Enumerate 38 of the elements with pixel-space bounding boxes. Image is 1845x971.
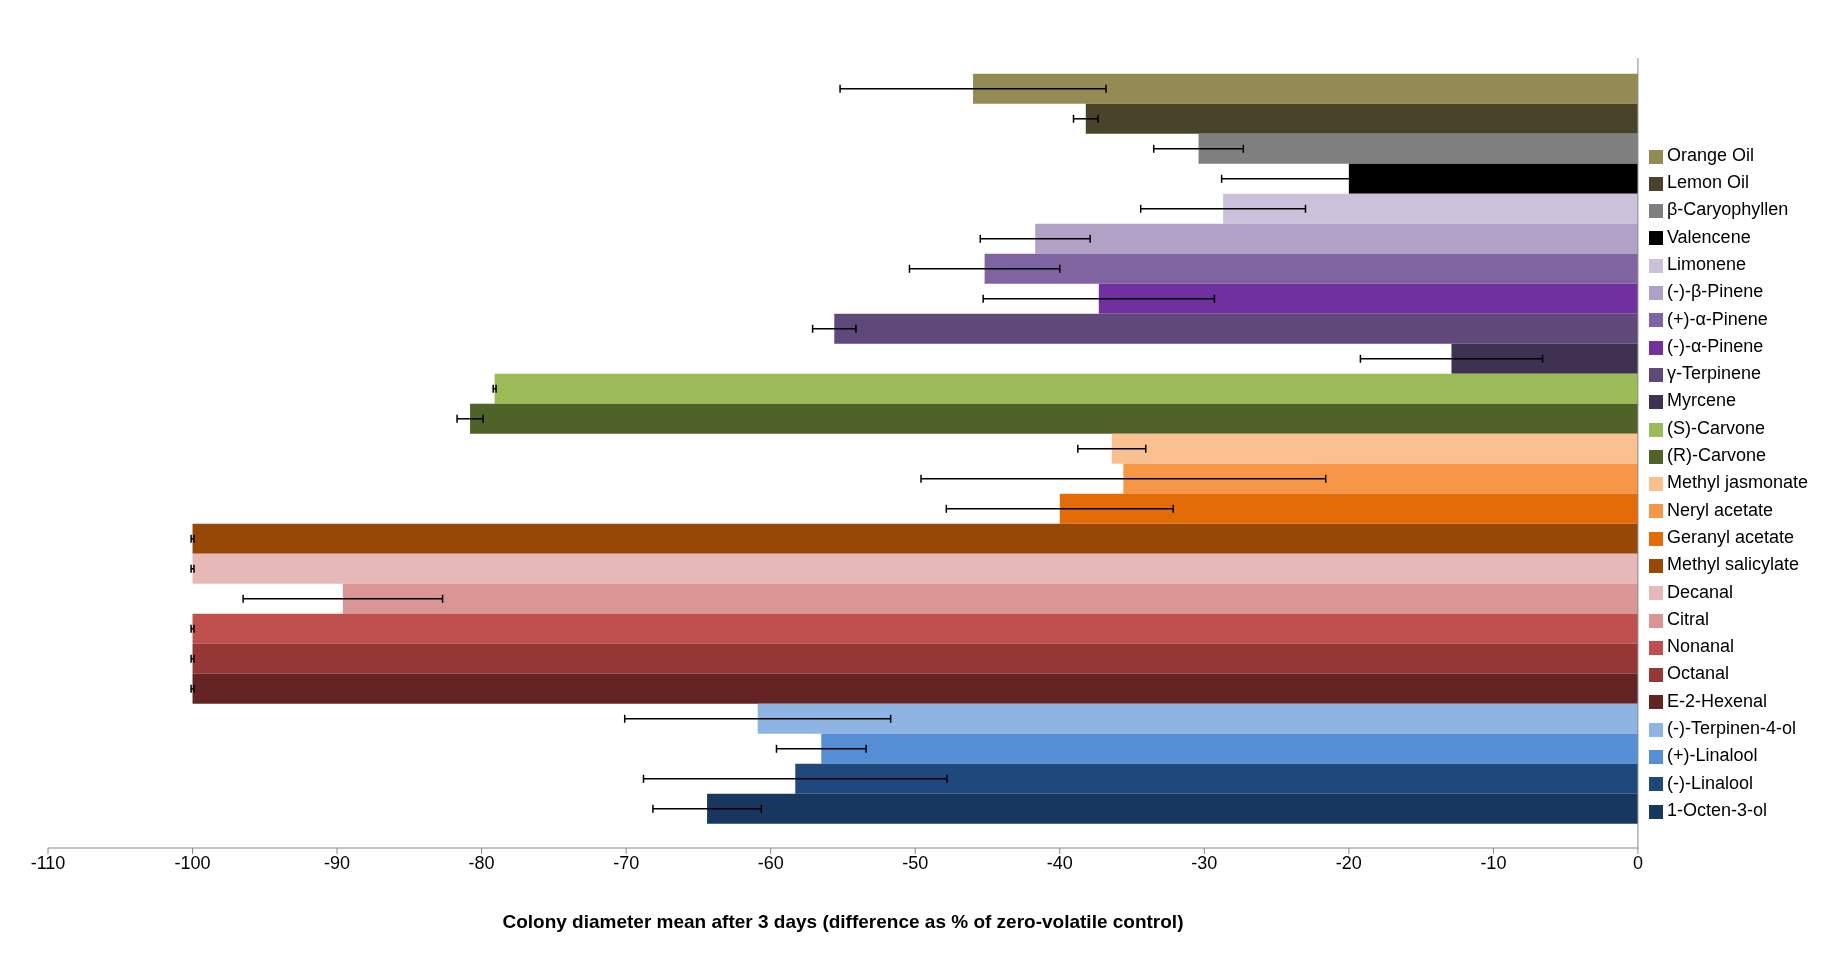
x-tick-label: -70 — [613, 852, 640, 873]
legend-label: Octanal — [1666, 663, 1729, 684]
legend-label: (-)-β-Pinene — [1666, 281, 1764, 302]
legend-label: (-)-Linalool — [1666, 772, 1753, 793]
legend-label: Valencene — [1666, 226, 1751, 247]
x-tick-label: -100 — [174, 852, 211, 873]
legend-label: Neryl acetate — [1666, 499, 1773, 520]
legend-label: Methyl jasmonate — [1666, 472, 1808, 493]
legend-label: E-2-Hexenal — [1666, 690, 1767, 711]
x-tick-label: -90 — [324, 852, 351, 873]
legend-label: (S)-Carvone — [1666, 417, 1765, 438]
x-tick-label: -20 — [1335, 852, 1362, 873]
legend-label: Geranyl acetate — [1666, 526, 1794, 547]
x-tick-label: -30 — [1191, 852, 1218, 873]
legend-label: Lemon Oil — [1666, 172, 1749, 193]
x-tick-label: -110 — [30, 852, 66, 873]
x-tick-label: -40 — [1046, 852, 1073, 873]
x-axis-title: Colony diameter mean after 3 days (difference as % of zero-volatile control) — [502, 911, 1184, 932]
legend-label: Myrcene — [1666, 390, 1736, 411]
legend-label: β-Caryophyllen — [1666, 199, 1789, 220]
legend-label: γ-Terpinene — [1666, 363, 1761, 384]
legend-label: (R)-Carvone — [1666, 445, 1766, 466]
legend-label: Methyl salicylate — [1666, 554, 1799, 575]
legend-label: (-)-Terpinen-4-ol — [1666, 718, 1796, 739]
x-tick-label: -60 — [757, 852, 784, 873]
x-tick-label: -80 — [468, 852, 495, 873]
legend-label: Limonene — [1666, 253, 1746, 274]
legend-label: (-)-α-Pinene — [1666, 335, 1764, 356]
x-tick-label: 0 — [1632, 852, 1643, 873]
legend-label: Nonanal — [1666, 636, 1734, 657]
legend-label: 1-Octen-3-ol — [1666, 799, 1767, 820]
legend-label: (+)-α-Pinene — [1666, 308, 1768, 329]
legend-label: Citral — [1666, 608, 1709, 629]
legend-label: Orange Oil — [1666, 144, 1754, 165]
x-tick-label: -50 — [902, 852, 929, 873]
x-tick-label: -10 — [1480, 852, 1507, 873]
legend-label: (+)-Linalool — [1666, 745, 1758, 766]
legend-label: Decanal — [1666, 581, 1733, 602]
